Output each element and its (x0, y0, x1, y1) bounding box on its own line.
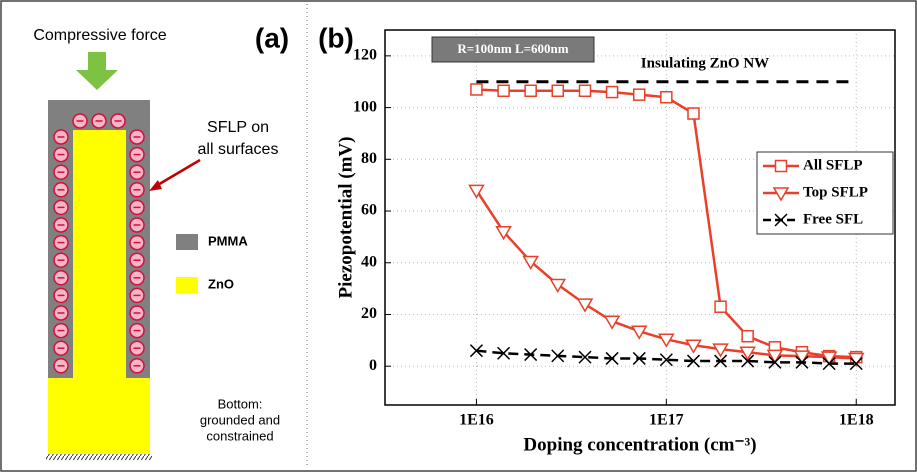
marker (795, 355, 809, 369)
y-axis-title: Piezopotential (mV) (335, 137, 356, 299)
legend-label: PMMA (208, 233, 248, 248)
sflp-arrowhead (149, 180, 162, 191)
marker (712, 343, 729, 358)
marker (605, 85, 619, 99)
legend-label: ZnO (208, 276, 234, 291)
marker (793, 350, 811, 365)
inset-text: R=100nm L=600nm (457, 41, 568, 56)
marker (576, 298, 594, 313)
inset-box (431, 36, 595, 63)
bottom-label: constrained (206, 428, 273, 443)
chart: 0 20 40 60 80 100 120 1E16 1E17 1E18 Doping concen… (335, 29, 896, 455)
y-tick-label: 120 (353, 47, 377, 64)
marker (772, 187, 790, 202)
panel-label: (b) (318, 22, 354, 53)
marker (551, 84, 564, 98)
force-arrow (76, 52, 118, 90)
marker (774, 159, 788, 173)
force-label: Compressive force (33, 27, 166, 44)
marker (630, 325, 648, 340)
marker (685, 339, 702, 354)
y-tick-label: 20 (361, 305, 377, 322)
bottom-label: grounded and (200, 412, 280, 427)
y-tick-label: 40 (361, 253, 377, 270)
legend-label: Free SFL (803, 211, 863, 227)
marker (469, 344, 483, 358)
marker (687, 107, 700, 120)
plot-frame (384, 29, 896, 406)
x-tick-label: 1E18 (839, 412, 874, 429)
marker (741, 329, 754, 343)
zno-base (48, 378, 150, 454)
marker (522, 255, 539, 270)
x-tick-label: 1E17 (649, 412, 684, 429)
marker (470, 83, 483, 96)
marker (578, 84, 592, 98)
y-tick-label: 80 (361, 150, 377, 167)
legend-label: Top SFLP (803, 184, 868, 200)
charges (53, 113, 145, 374)
marker (524, 84, 537, 98)
marker (766, 349, 784, 364)
annotation: Insulating ZnO NW (641, 55, 769, 71)
marker (739, 346, 756, 361)
marker (632, 351, 646, 365)
marker (524, 348, 538, 362)
sflp-label: all surfaces (198, 141, 279, 158)
marker (551, 349, 565, 363)
marker (741, 354, 755, 368)
marker (774, 213, 788, 227)
y-tick-label: 60 (361, 202, 377, 219)
marker (497, 84, 510, 98)
marker (578, 350, 592, 364)
marker (658, 333, 675, 348)
legend-label: All SFLP (803, 157, 863, 173)
marker (768, 355, 782, 369)
marker (820, 351, 838, 366)
panel-a: Compressive force (a) SFLP on all surfac… (33, 22, 289, 460)
bottom-label: Bottom: (218, 396, 263, 411)
marker (714, 354, 728, 368)
legend-swatch (176, 234, 198, 250)
legend-swatch (176, 277, 198, 293)
panel-label: (a) (255, 22, 289, 53)
marker (603, 315, 621, 330)
x-tick-label: 1E16 (459, 412, 494, 429)
marker (660, 90, 673, 104)
marker (714, 300, 727, 313)
ground (46, 454, 152, 460)
sflp-label: SFLP on (207, 119, 269, 136)
sflp-arrow (155, 158, 201, 188)
marker (822, 357, 836, 371)
y-tick-label: 0 (369, 357, 377, 374)
marker (605, 351, 619, 365)
x-axis-title: Doping concentration (cm⁻³) (523, 434, 756, 455)
marker (468, 184, 485, 199)
marker (849, 357, 863, 371)
marker (632, 88, 646, 101)
y-tick-label: 100 (353, 98, 377, 115)
marker (495, 225, 512, 241)
marker (659, 353, 673, 367)
marker (686, 354, 701, 368)
zno-core (73, 130, 126, 380)
marker (549, 278, 567, 293)
marker (497, 346, 511, 360)
